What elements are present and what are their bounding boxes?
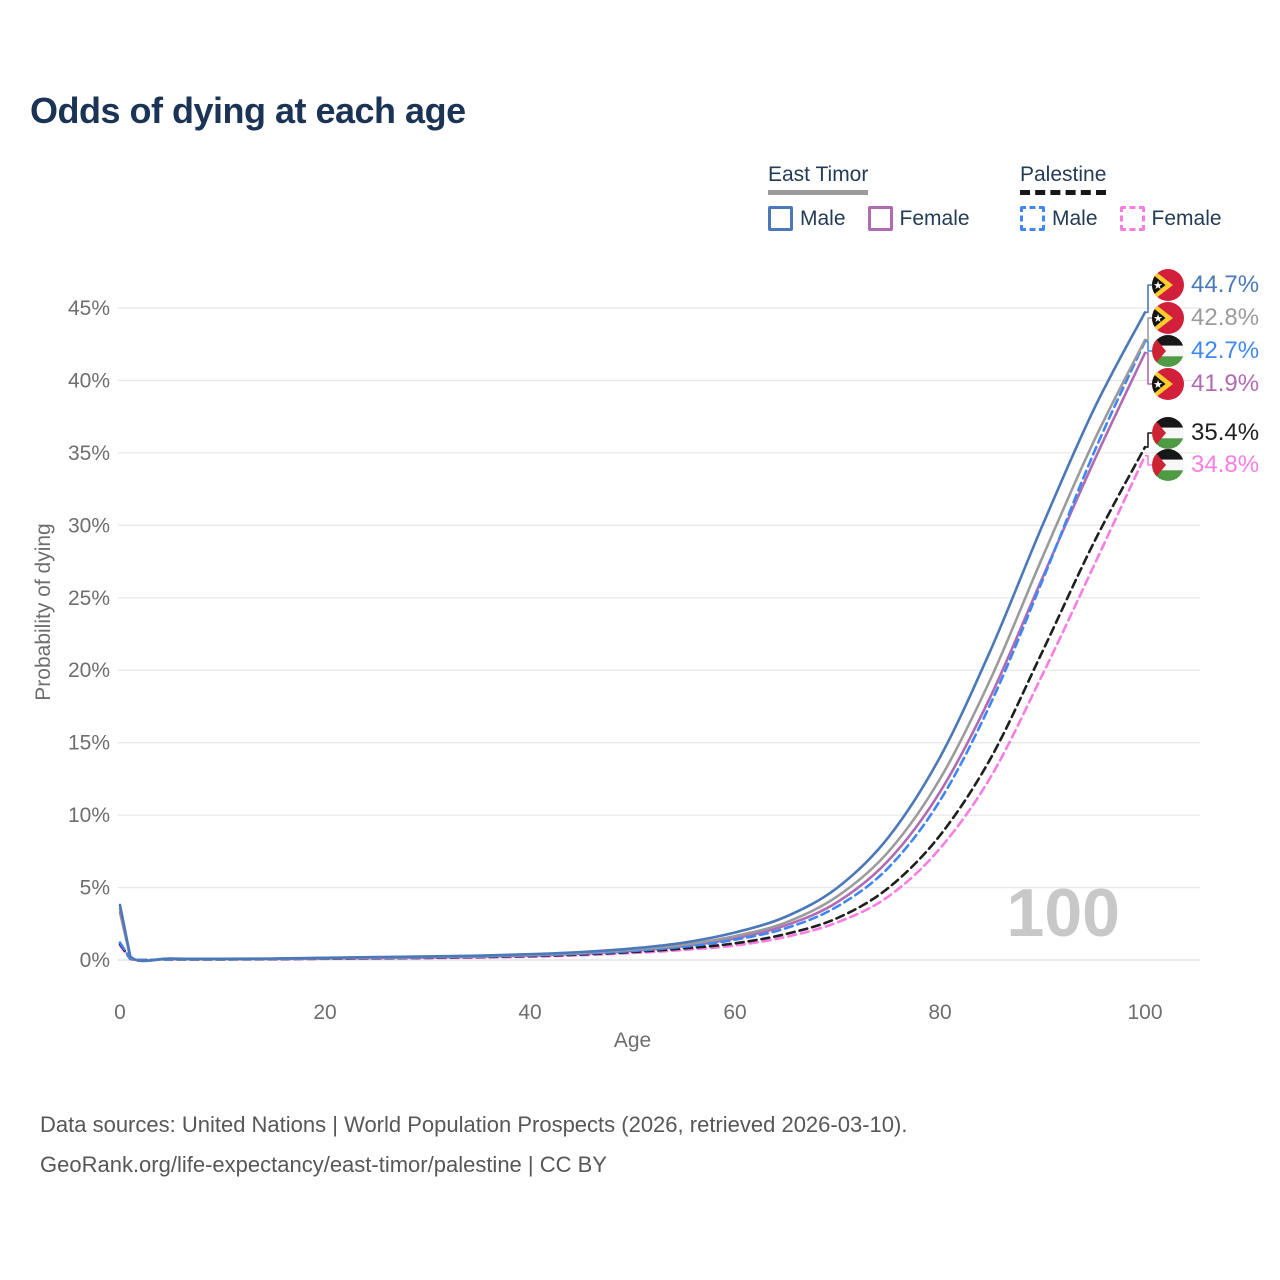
end-value: 35.4%	[1191, 419, 1260, 446]
end-value: 42.8%	[1191, 304, 1260, 331]
end-value: 41.9%	[1191, 370, 1260, 397]
legend-item-palestine-male[interactable]: Male	[1020, 206, 1098, 231]
legend-item-east-timor-male[interactable]: Male	[768, 206, 846, 231]
y-tick-label: 15%	[68, 732, 110, 755]
series-line-east-timor-female	[118, 351, 1147, 963]
x-tick-label: 100	[1127, 1001, 1162, 1024]
x-axis-title: Age	[614, 1029, 651, 1052]
east-timor-flag-icon	[1152, 302, 1184, 334]
palestine-flag-icon	[1152, 449, 1184, 481]
y-tick-label: 0%	[80, 949, 110, 972]
palestine-male-swatch-icon[interactable]	[1020, 206, 1045, 231]
end-label-palestine-both: 35.4%	[1152, 417, 1259, 449]
legend-item-east-timor-female[interactable]: Female	[867, 206, 970, 231]
palestine-flag-icon	[1152, 417, 1184, 449]
end-value: 42.7%	[1191, 337, 1260, 364]
x-tick-label: 40	[518, 1001, 541, 1024]
x-tick-label: 60	[723, 1001, 746, 1024]
legend-label-male: Male	[800, 206, 846, 230]
attribution-line: GeoRank.org/life-expectancy/east-timor/p…	[40, 1152, 607, 1177]
palestine-flag-icon	[1152, 335, 1184, 367]
legend-group-palestine: Palestine Male Female	[1020, 163, 1222, 231]
legend-item-palestine-female[interactable]: Female	[1119, 206, 1222, 231]
y-tick-label: 20%	[68, 659, 110, 682]
end-label-palestine-female: 34.8%	[1152, 449, 1259, 481]
end-label-east-timor-female: 41.9%	[1152, 368, 1259, 400]
legend-label-male: Male	[1052, 206, 1098, 230]
x-tick-label: 80	[928, 1001, 951, 1024]
end-label-connector	[1145, 284, 1152, 314]
end-label-connector	[1145, 340, 1152, 352]
end-label-east-timor-both: 42.8%	[1152, 302, 1259, 334]
end-value: 44.7%	[1191, 271, 1260, 298]
legend-group-east-timor: East Timor Male Female	[768, 163, 970, 231]
series-line-palestine-male	[118, 340, 1147, 962]
y-tick-label: 45%	[68, 297, 110, 320]
end-label-palestine-male: 42.7%	[1152, 335, 1259, 367]
x-tick-label: 0	[114, 1001, 126, 1024]
y-tick-label: 30%	[68, 514, 110, 537]
east-timor-male-swatch-icon[interactable]	[768, 206, 793, 231]
legend-label-female: Female	[1151, 206, 1222, 230]
end-label-connector	[1145, 455, 1152, 466]
y-tick-label: 40%	[68, 369, 110, 392]
x-tick-label: 20	[313, 1001, 336, 1024]
page-title: Odds of dying at each age	[30, 90, 466, 131]
age-watermark: 100	[1006, 875, 1120, 951]
palestine-female-swatch-icon[interactable]	[1119, 206, 1145, 231]
y-tick-label: 5%	[80, 877, 110, 900]
east-timor-female-swatch-icon[interactable]	[867, 206, 893, 231]
end-value: 34.8%	[1191, 451, 1260, 478]
legend-country-palestine[interactable]: Palestine	[1020, 163, 1107, 195]
footer: Data sources: United Nations | World Pop…	[40, 1105, 907, 1185]
series-line-east-timor-male	[118, 311, 1147, 963]
east-timor-flag-icon	[1152, 269, 1184, 301]
data-sources-line: Data sources: United Nations | World Pop…	[40, 1112, 908, 1137]
east-timor-flag-icon	[1152, 368, 1184, 400]
end-label-connector	[1145, 352, 1152, 385]
legend-country-east-timor[interactable]: East Timor	[768, 163, 869, 195]
end-label-connector	[1145, 317, 1152, 341]
y-tick-label: 10%	[68, 804, 110, 827]
legend-label-female: Female	[899, 206, 970, 230]
end-label-connector	[1145, 432, 1152, 448]
y-tick-label: 25%	[68, 587, 110, 610]
end-label-east-timor-male: 44.7%	[1152, 269, 1259, 301]
y-tick-label: 35%	[68, 442, 110, 465]
